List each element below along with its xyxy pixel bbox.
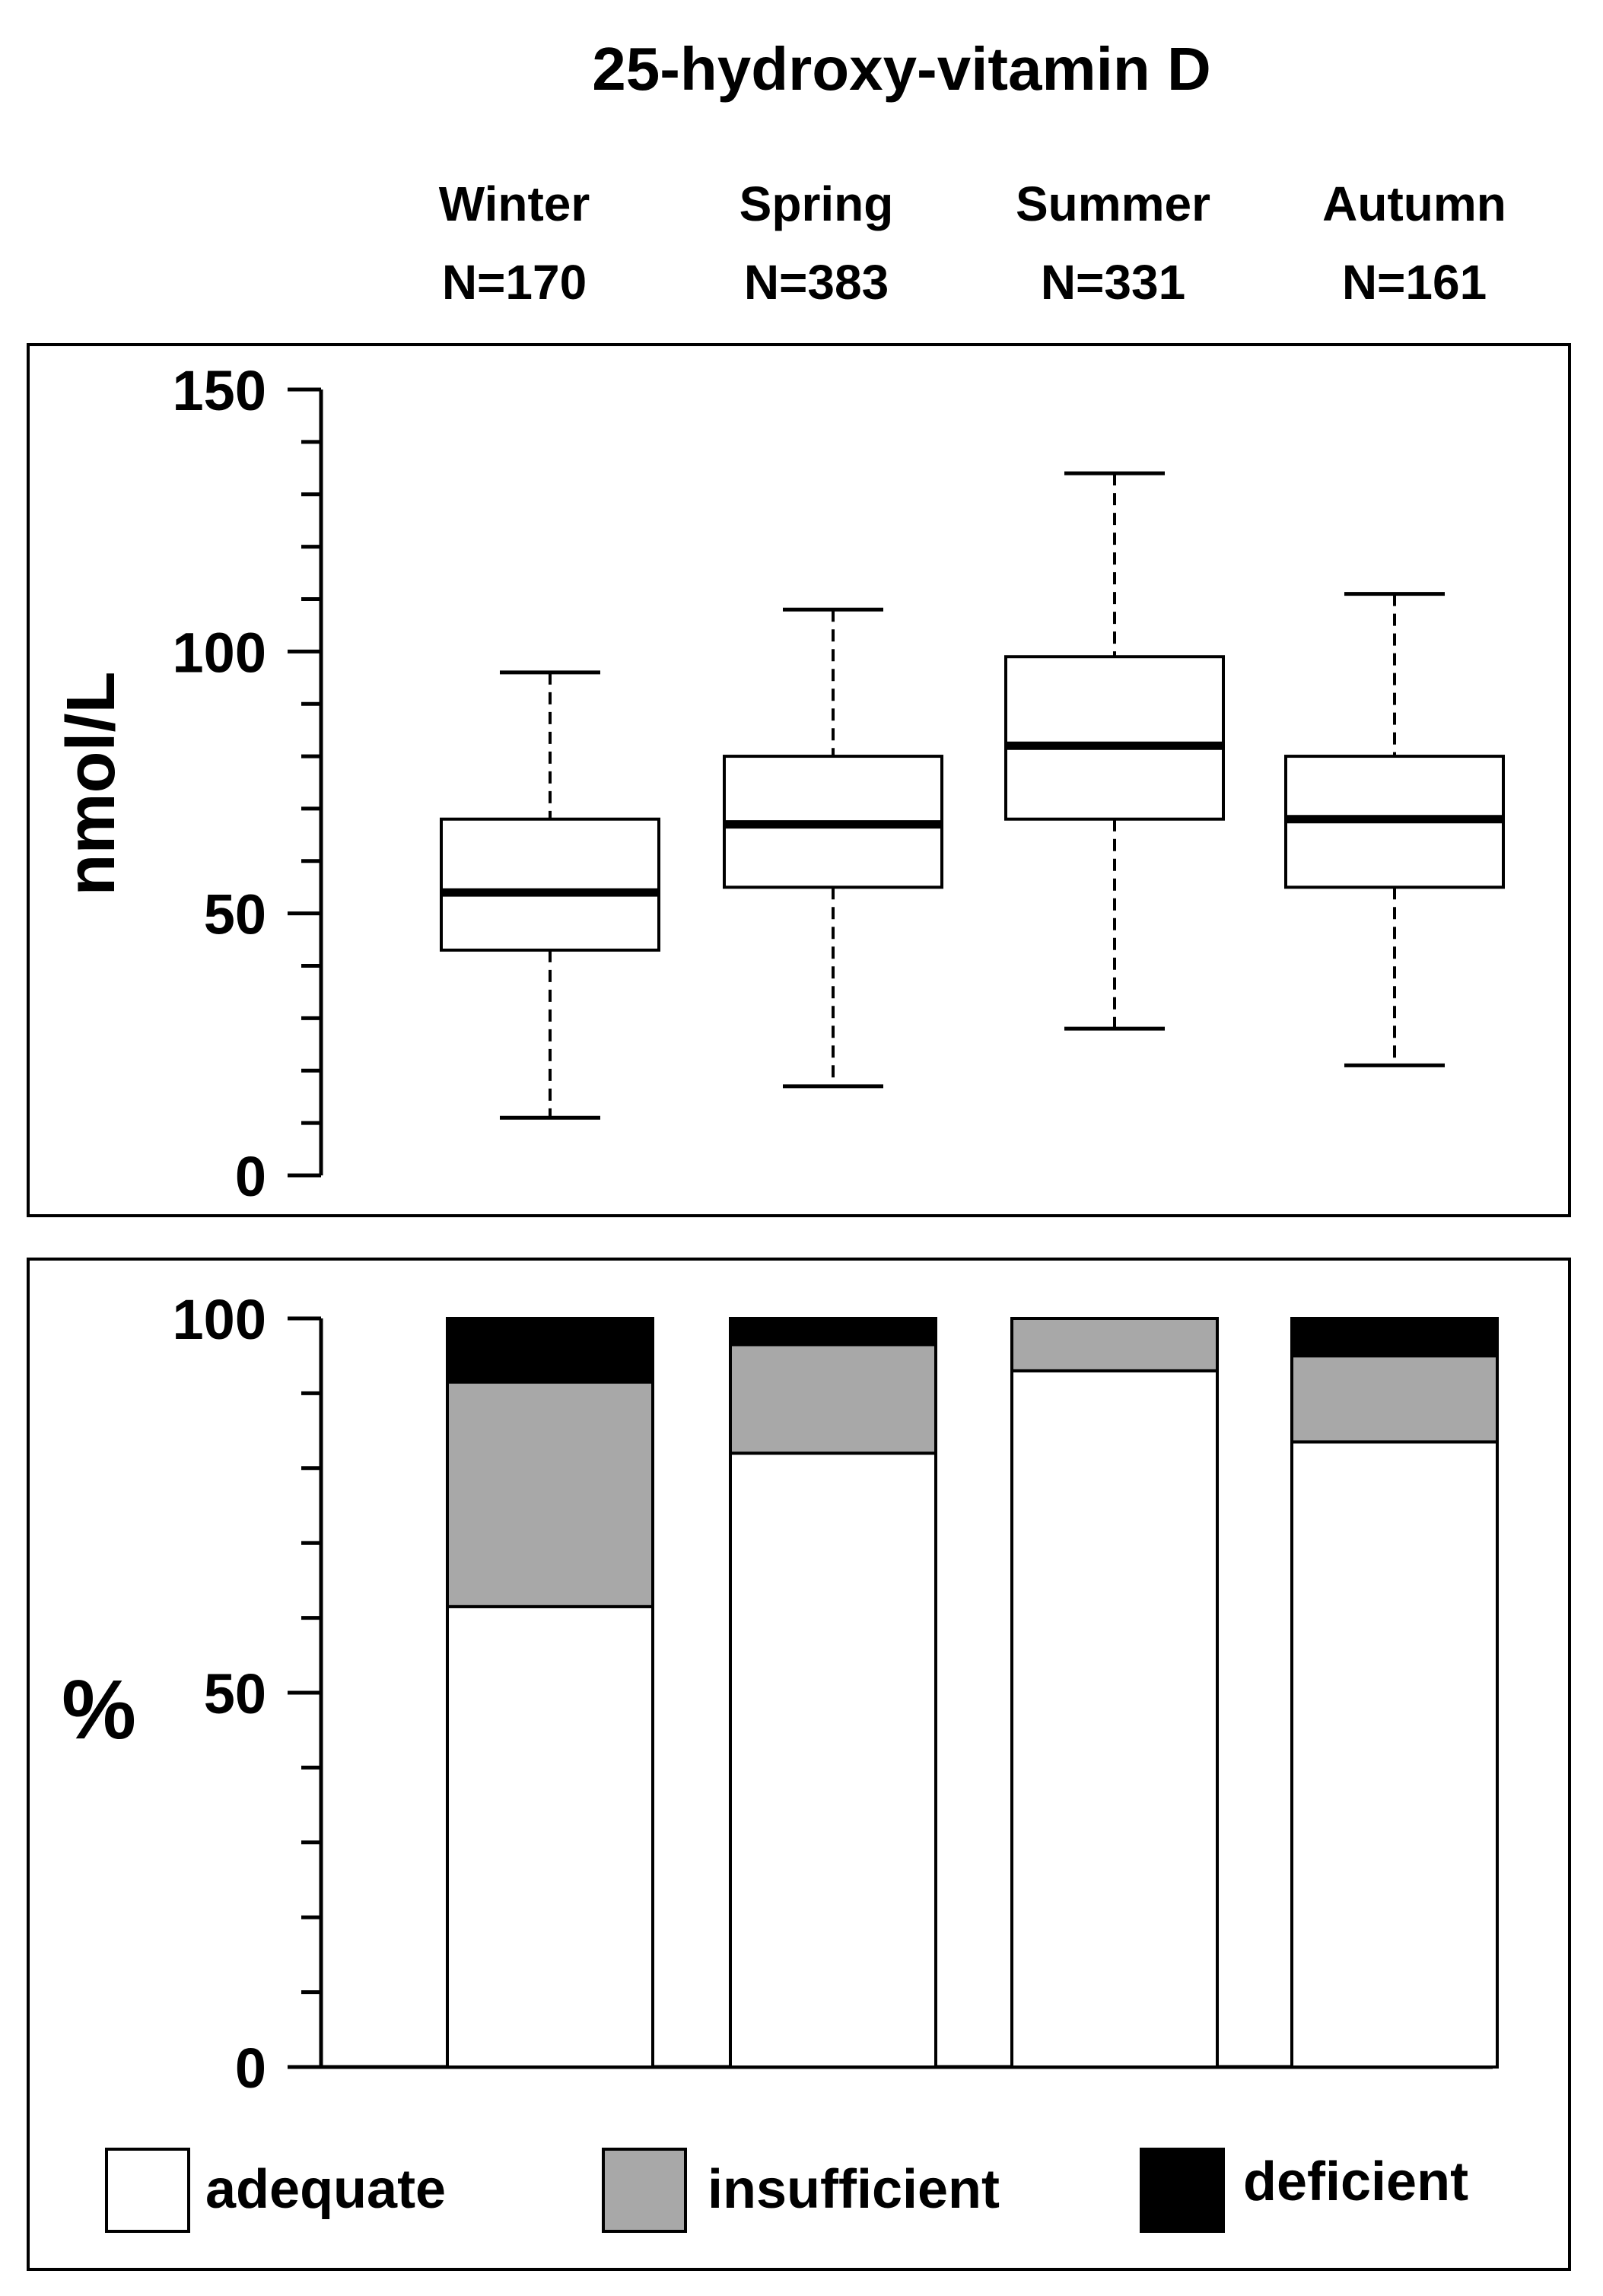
season-name-autumn: Autumn xyxy=(1322,176,1506,231)
boxplot-panel-frame xyxy=(27,343,1571,1217)
boxplot-boxes xyxy=(440,471,1505,1120)
box-summer xyxy=(1004,471,1225,1031)
boxplot-tick-label: 0 xyxy=(235,1145,266,1208)
season-count-summer: N=331 xyxy=(1041,255,1185,310)
stacked-bars xyxy=(446,1317,1499,2069)
box-spring xyxy=(723,607,943,1089)
bar-winter xyxy=(446,1317,654,2069)
bar-autumn xyxy=(1290,1317,1499,2069)
chart-title: 25-hydroxy-vitamin D xyxy=(592,35,1211,103)
bar-segment-insufficient xyxy=(729,1343,937,1455)
season-count-winter: N=170 xyxy=(442,255,587,310)
iqr-box xyxy=(1004,655,1225,821)
legend-label-deficient: deficient xyxy=(1243,2151,1468,2212)
bar-segment-insufficient xyxy=(446,1380,654,1608)
bar-y-axis-label: % xyxy=(62,1663,136,1757)
bar-tick-label: 0 xyxy=(235,2037,266,2100)
legend-swatch-deficient xyxy=(1140,2148,1225,2233)
boxplot-y-ticks: 0 50 100 150 xyxy=(173,359,321,1208)
bar-segment-deficient xyxy=(446,1317,654,1384)
bar-tick-label: 100 xyxy=(173,1288,266,1351)
bar-segment-deficient xyxy=(1290,1317,1499,1358)
bar-segment-insufficient xyxy=(1290,1354,1499,1444)
bar-segment-adequate xyxy=(1010,1369,1219,2069)
boxplot-y-axis-label: nmol/L xyxy=(53,672,129,896)
legend-label-adequate: adequate xyxy=(205,2159,446,2220)
bar-spring xyxy=(729,1317,937,2069)
bar-panel-frame xyxy=(27,1258,1571,2271)
season-name-winter: Winter xyxy=(439,176,590,231)
season-count-autumn: N=161 xyxy=(1342,255,1487,310)
boxplot-tick-label: 100 xyxy=(173,621,266,684)
boxplot-tick-label: 50 xyxy=(204,883,266,946)
legend: adequate insufficient deficient xyxy=(105,2148,1468,2233)
season-headers: Winter N=170 Spring N=383 Summer N=331 A… xyxy=(439,176,1506,310)
bar-segment-adequate xyxy=(1290,1440,1499,2069)
bar-segment-insufficient xyxy=(1010,1317,1219,1372)
bar-tick-label: 50 xyxy=(204,1662,266,1725)
legend-swatch-insufficient xyxy=(602,2148,687,2233)
season-name-summer: Summer xyxy=(1016,176,1210,231)
bar-segment-adequate xyxy=(446,1604,654,2069)
bar-y-ticks: 0 50 100 xyxy=(173,1288,321,2100)
legend-label-insufficient: insufficient xyxy=(708,2159,1000,2220)
legend-swatch-adequate xyxy=(105,2148,190,2233)
bar-segment-deficient xyxy=(729,1317,937,1347)
season-name-spring: Spring xyxy=(739,176,894,231)
box-autumn xyxy=(1284,592,1505,1067)
box-winter xyxy=(440,670,660,1120)
season-count-spring: N=383 xyxy=(744,255,889,310)
iqr-box xyxy=(440,817,660,952)
boxplot-tick-label: 150 xyxy=(173,359,266,422)
bar-summer xyxy=(1010,1317,1219,2069)
bar-segment-adequate xyxy=(729,1452,937,2069)
